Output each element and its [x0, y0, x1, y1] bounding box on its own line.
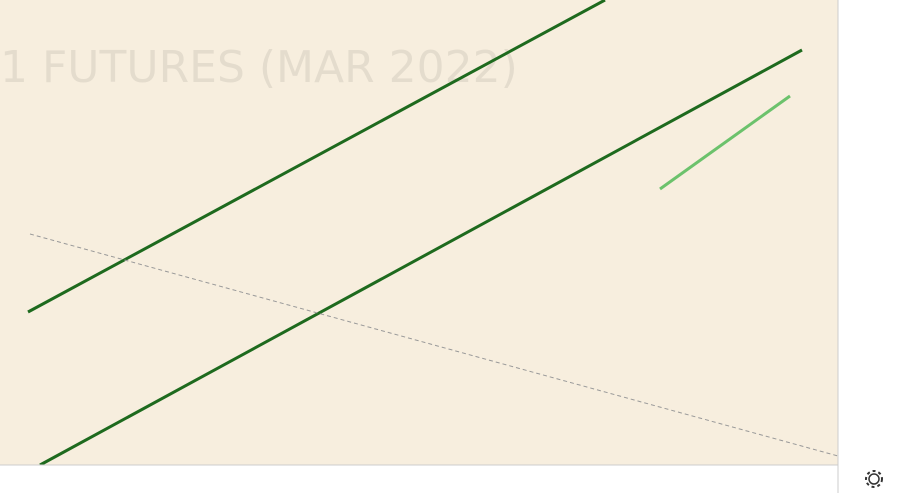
gear[interactable] [868, 473, 880, 485]
x-axis [0, 465, 838, 493]
trend-line [27, 0, 606, 314]
plot-background [0, 0, 838, 465]
y-axis [838, 0, 897, 493]
trend-line [39, 48, 803, 467]
watermark: 1 FUTURES (MAR 2022) [0, 42, 518, 93]
settings-icon[interactable] [865, 470, 883, 488]
gear-teeth[interactable] [865, 470, 883, 488]
trend-line [659, 94, 791, 191]
